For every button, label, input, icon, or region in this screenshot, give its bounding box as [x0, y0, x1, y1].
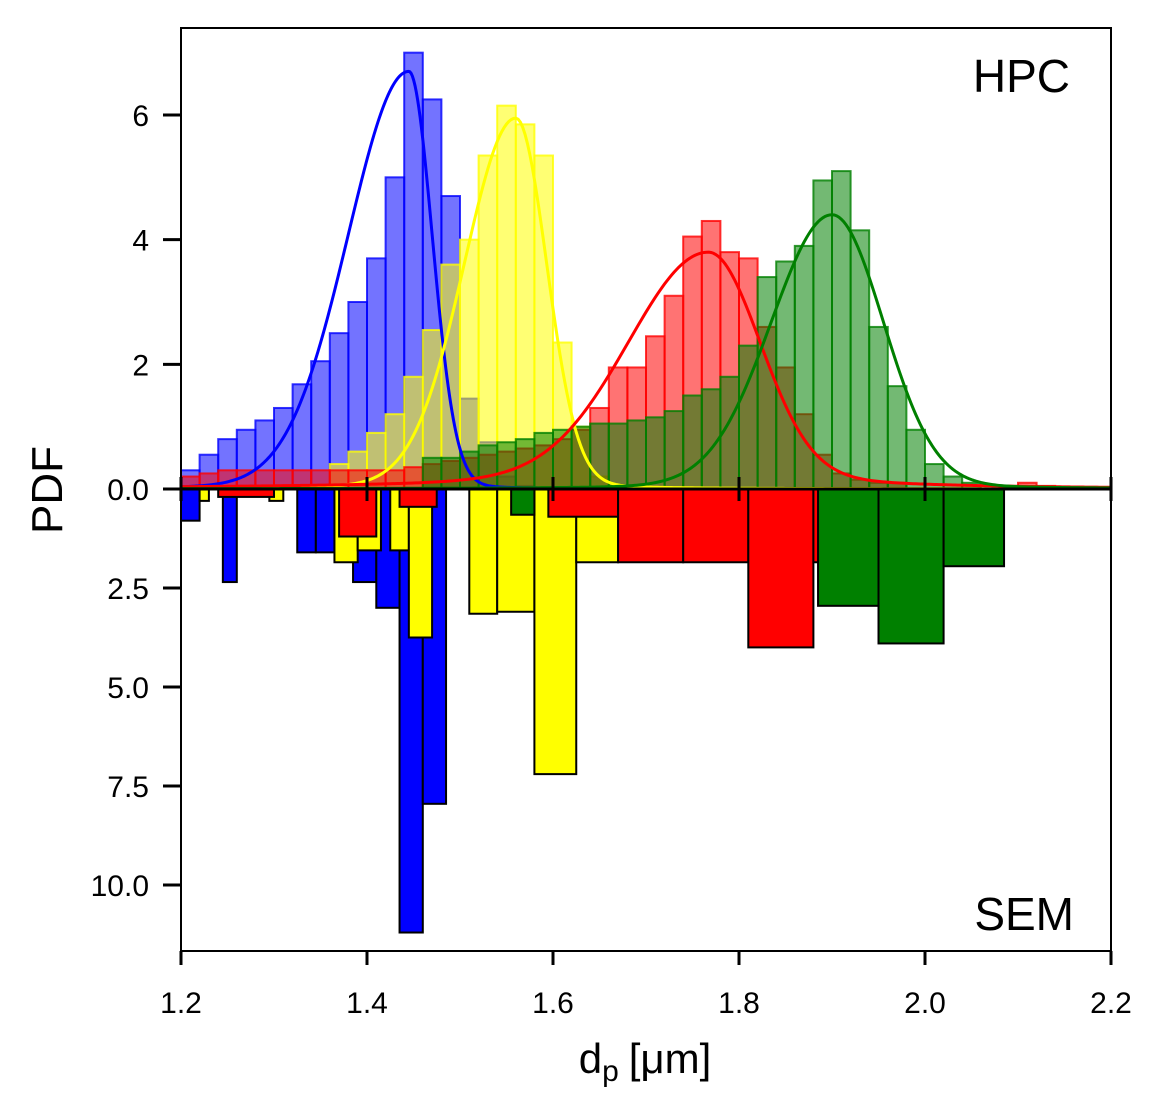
- hpc-bar: [384, 469, 406, 490]
- sem-bar: [338, 488, 378, 538]
- x-axis-label-subscript: p: [602, 1055, 619, 1088]
- hpc-label: HPC: [973, 50, 1070, 102]
- hpc-bar: [905, 428, 927, 490]
- sem-bar: [533, 488, 578, 776]
- y-tick-label: 10.0: [91, 870, 149, 903]
- x-axis-label: dp [μm]: [579, 1035, 712, 1088]
- sem-bar: [180, 488, 201, 522]
- x-tick-label: 1.4: [346, 987, 388, 1020]
- y-tick-label: 5.0: [107, 672, 149, 705]
- y-tick-label: 6: [132, 100, 149, 133]
- hpc-bar: [626, 419, 648, 490]
- fit-curve: [180, 250, 1112, 489]
- hpc-bar: [607, 422, 629, 490]
- x-tick-label: 1.6: [532, 987, 574, 1020]
- hpc-bar: [347, 469, 368, 490]
- hpc-bar: [496, 441, 517, 490]
- x-tick-label: 2.2: [1090, 987, 1132, 1020]
- x-axis-label-main: d: [579, 1035, 602, 1082]
- x-tick-label: 1.2: [160, 987, 202, 1020]
- sem-bar: [314, 488, 336, 554]
- hpc-histogram-bars: [180, 51, 1057, 491]
- hpc-bar: [756, 276, 778, 491]
- hpc-bar: [868, 325, 889, 490]
- hpc-bar: [496, 104, 517, 491]
- hpc-bar: [403, 466, 424, 490]
- sem-bar: [468, 488, 499, 615]
- hpc-bar: [886, 385, 908, 490]
- x-tick-label: 1.8: [718, 987, 760, 1020]
- sem-bar: [617, 488, 685, 564]
- sem-bar: [817, 488, 880, 607]
- hpc-bar: [793, 244, 815, 490]
- sem-bar: [221, 488, 238, 584]
- hpc-bar: [812, 179, 834, 490]
- hpc-bar: [440, 456, 461, 491]
- hpc-bar: [421, 456, 443, 491]
- hpc-bar: [533, 431, 555, 490]
- y-axis-label: PDF: [23, 446, 72, 534]
- sem-bar: [547, 488, 620, 518]
- sem-bar: [398, 488, 438, 508]
- hpc-bar: [942, 475, 964, 490]
- hpc-bar: [645, 416, 666, 491]
- hpc-bar: [477, 154, 499, 490]
- x-axis-label-unit: [μm]: [629, 1035, 712, 1082]
- sem-bar: [510, 488, 536, 516]
- sem-bar: [296, 488, 317, 554]
- hpc-bar: [775, 260, 796, 490]
- axes: 1.2 1.4 1.6 1.8 2.0 2.2 0.0 2 4 6 2.5 5.0 7.5 10.0: [91, 27, 1132, 1020]
- y-tick-label: 4: [132, 225, 149, 258]
- sem-bar: [407, 488, 434, 639]
- hpc-bar: [589, 422, 610, 490]
- sem-histogram-bars: [180, 488, 1006, 934]
- sem-bar: [747, 488, 815, 649]
- sem-bar: [198, 488, 210, 502]
- y-tick-label: 2: [132, 349, 149, 382]
- x-tick-label: 2.0: [904, 987, 946, 1020]
- sem-bar: [877, 488, 945, 645]
- sem-label: SEM: [974, 888, 1074, 940]
- y-tick-label: 0.0: [107, 474, 149, 507]
- hpc-bar: [682, 394, 703, 490]
- hpc-bar: [514, 123, 536, 490]
- y-tick-label: 7.5: [107, 771, 149, 804]
- y-tick-label: 2.5: [107, 573, 149, 606]
- sem-bar: [942, 488, 1006, 568]
